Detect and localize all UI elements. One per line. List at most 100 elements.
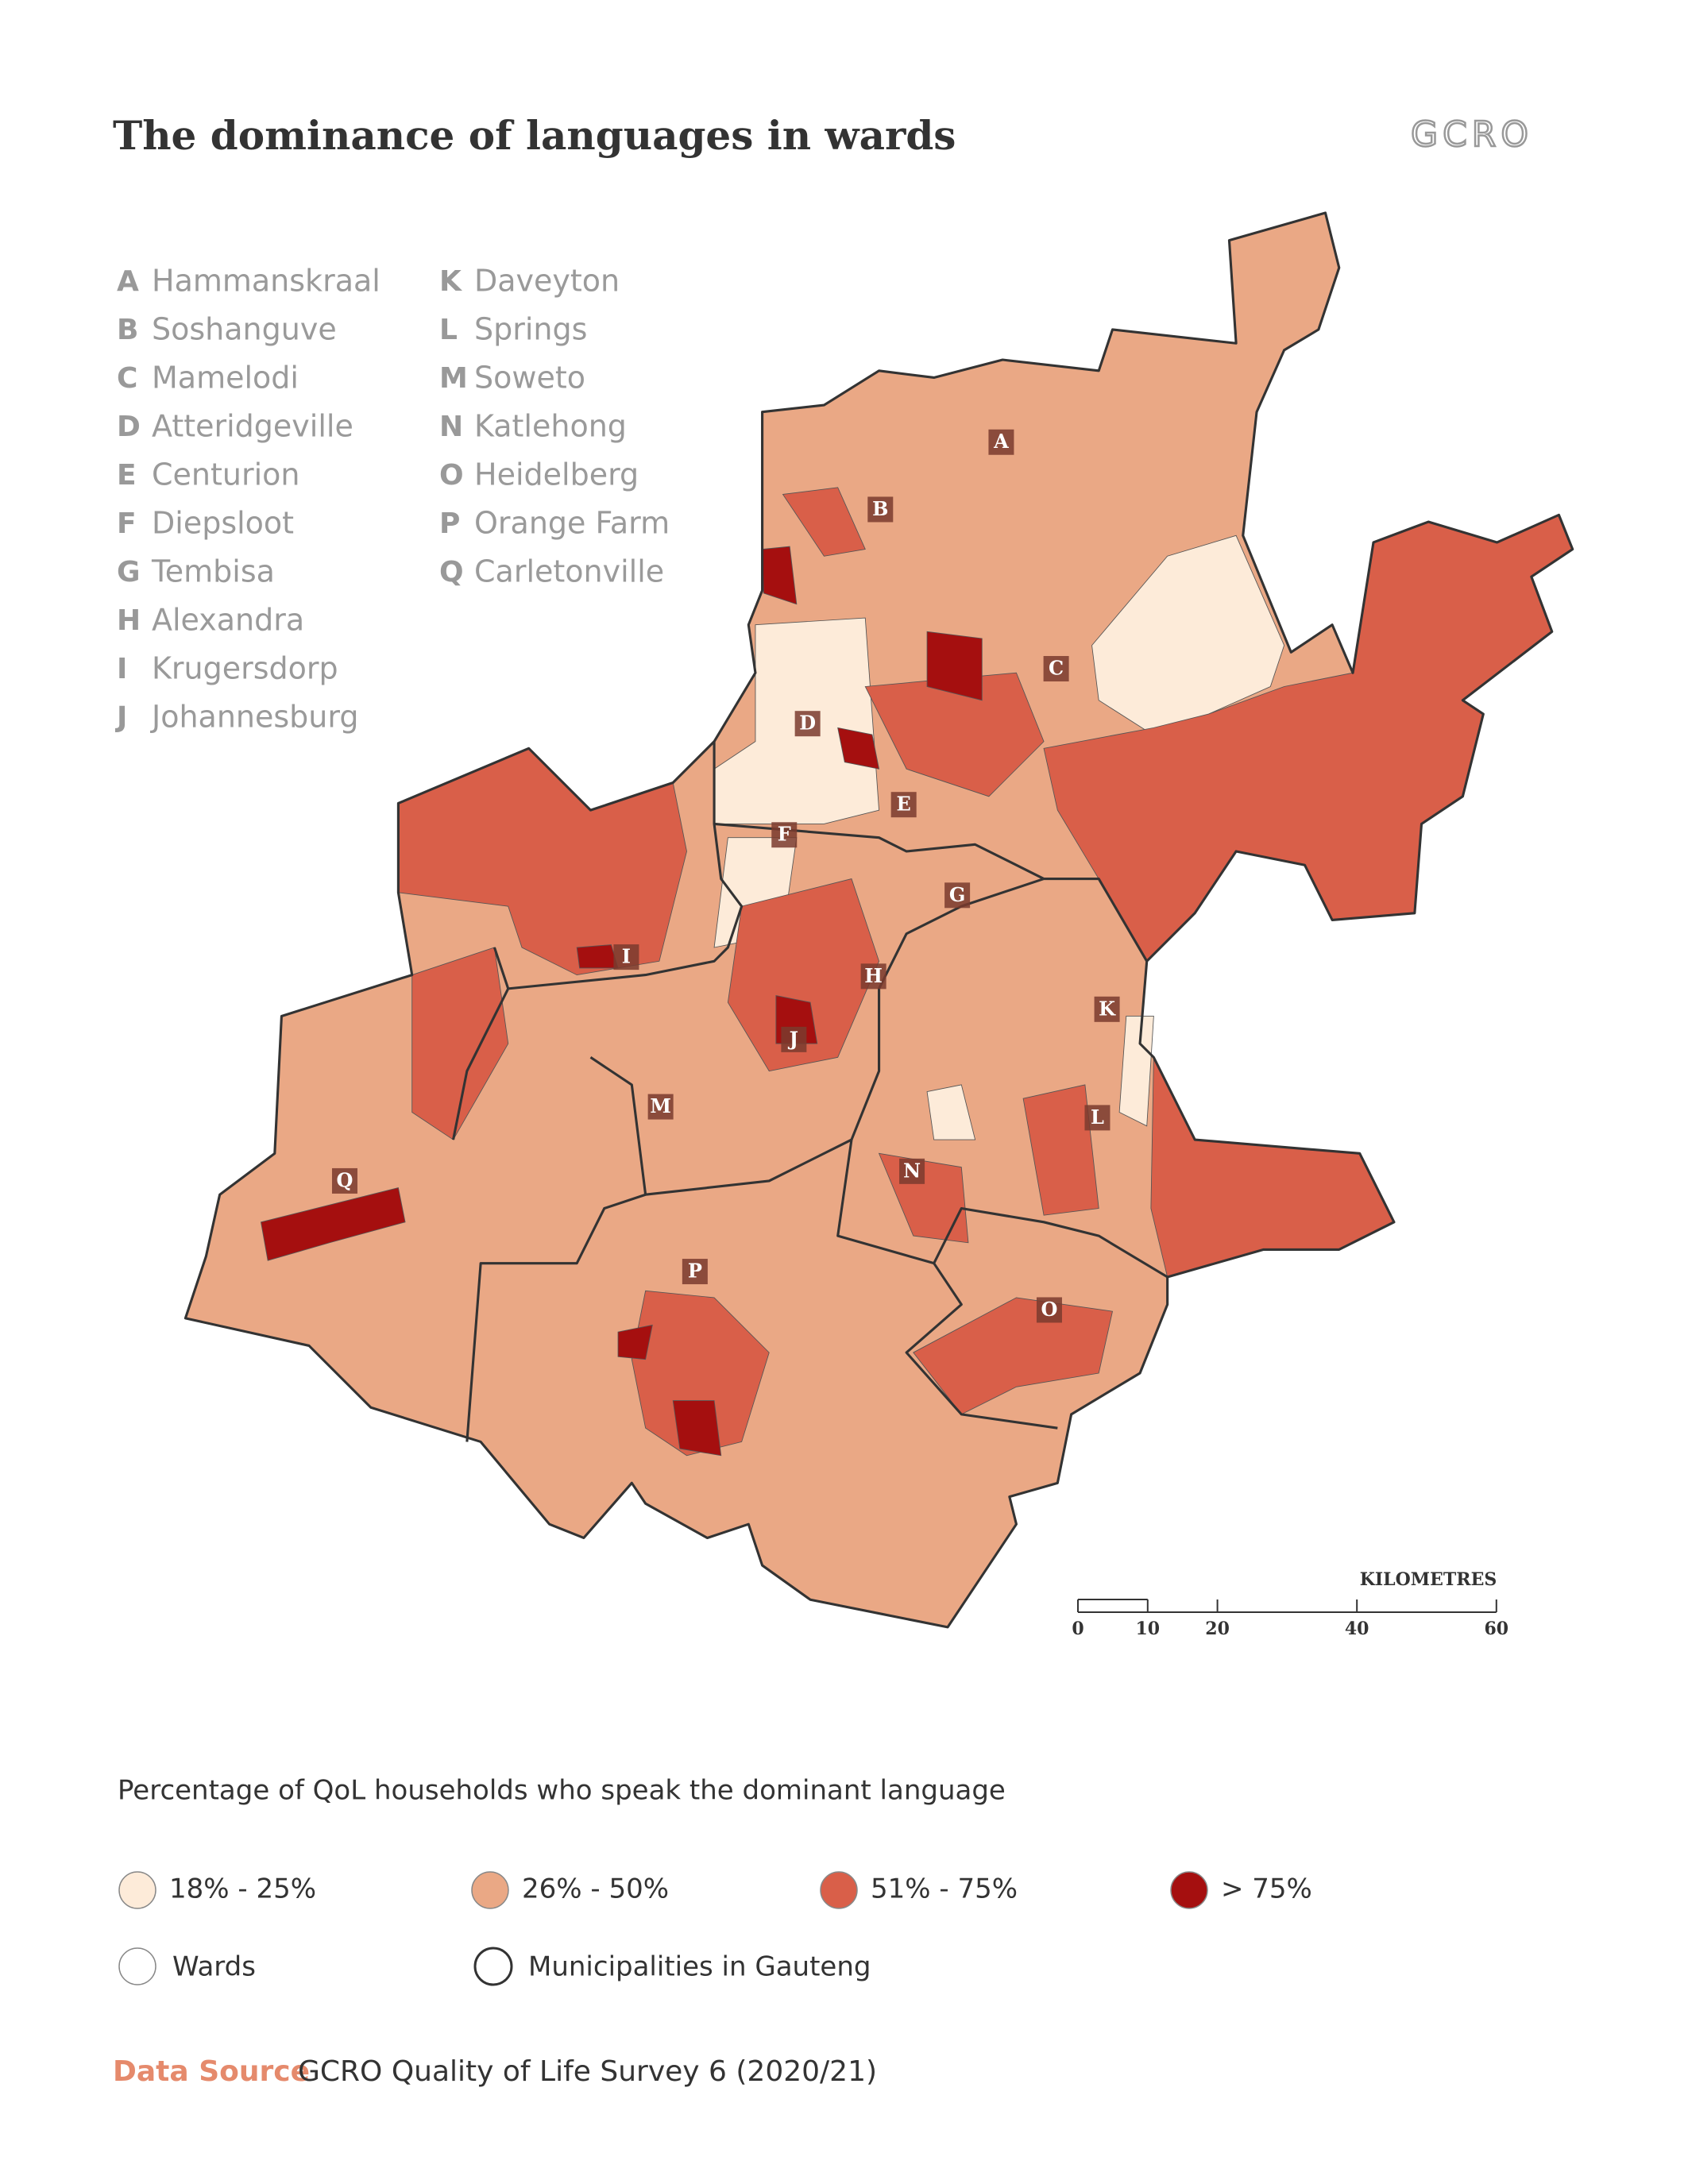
- place-name: Orange Farm: [474, 506, 670, 541]
- title: The dominance of languages in wards: [113, 112, 956, 159]
- map-label-box: [899, 1158, 925, 1184]
- map-label: E: [897, 793, 911, 816]
- region: [411, 947, 509, 1140]
- legend-swatch: [1170, 1871, 1208, 1909]
- place-name: Johannesburg: [150, 700, 358, 735]
- place-name: Katlehong: [474, 409, 627, 444]
- map-label: D: [799, 712, 816, 735]
- place-name: Springs: [474, 312, 587, 347]
- place-name: Centurion: [152, 457, 300, 492]
- legend: 18% - 25% 26% - 50% 51% - 75% > 75% Wards Mun…: [118, 1871, 1312, 1986]
- map-label: M: [650, 1094, 671, 1117]
- region: [1091, 534, 1285, 749]
- place-name: Tembisa: [151, 554, 275, 589]
- place-letter: F: [117, 507, 137, 540]
- region: [782, 487, 866, 557]
- municipal-boundary: [452, 741, 1168, 1442]
- region: [617, 1324, 653, 1360]
- scale-tick-label: 10: [1135, 1619, 1160, 1639]
- map-label-box: [771, 822, 798, 848]
- map-label-box: [647, 1094, 674, 1120]
- region: [1150, 1057, 1395, 1278]
- map-label: B: [872, 497, 888, 520]
- place-letter: E: [117, 459, 137, 492]
- place-letter: C: [117, 362, 137, 395]
- map-label: N: [903, 1159, 921, 1182]
- region: [576, 944, 619, 969]
- place-name: Hammanskraal: [152, 264, 380, 299]
- map-label-box: [1094, 996, 1120, 1022]
- place-name: Alexandra: [152, 603, 304, 638]
- map-label: K: [1099, 997, 1116, 1020]
- scale-tick-label: 20: [1205, 1619, 1230, 1639]
- scale-bar: KILOMETRES 0 10 20 40 60: [1072, 1569, 1508, 1639]
- legend-label: Municipalities in Gauteng: [528, 1951, 871, 1983]
- map-label-box: [988, 429, 1014, 455]
- map-label: P: [688, 1260, 702, 1283]
- map-label-box: [1043, 656, 1069, 682]
- map-label-box: [682, 1259, 708, 1285]
- map-label: H: [864, 964, 883, 987]
- legend-swatch: [118, 1947, 156, 1985]
- map-label: C: [1049, 657, 1064, 680]
- map-label-box: [867, 496, 894, 523]
- legend-swatch: [473, 1947, 513, 1986]
- place-name: Krugersdorp: [152, 651, 338, 686]
- region: [672, 1400, 722, 1457]
- map-label-box: [944, 882, 971, 909]
- place-name: Daveyton: [474, 264, 620, 299]
- region: [261, 1187, 406, 1261]
- map-label-box: [1036, 1297, 1062, 1323]
- place-letter: L: [439, 314, 458, 346]
- source-text: GCRO Quality of Life Survey 6 (2020/21): [298, 2055, 877, 2088]
- legend-label: 51% - 75%: [871, 1873, 1018, 1905]
- place-letter: P: [439, 507, 460, 540]
- legend-label: 26% - 50%: [522, 1873, 669, 1905]
- map-label: I: [622, 945, 631, 968]
- place-letter: H: [117, 604, 141, 637]
- legend-swatch: [471, 1871, 509, 1909]
- map-label: Q: [337, 1168, 353, 1191]
- map-label-box: [890, 792, 917, 818]
- place-letter: J: [114, 701, 127, 734]
- region: [926, 1084, 976, 1140]
- map-label: A: [993, 430, 1009, 453]
- legend-swatch: [820, 1871, 858, 1909]
- place-letter: D: [117, 411, 141, 443]
- legend-label: > 75%: [1221, 1873, 1312, 1905]
- map-label: J: [788, 1027, 798, 1050]
- region: [727, 878, 880, 1072]
- map-label-box: [331, 1167, 357, 1194]
- place-letter: B: [117, 314, 138, 346]
- map-label: G: [949, 883, 966, 906]
- map-label: F: [778, 823, 791, 846]
- region: [926, 631, 983, 701]
- scale-tick-label: 0: [1072, 1619, 1083, 1639]
- source-label: Data Source: [113, 2055, 310, 2088]
- place-letter: M: [439, 362, 468, 395]
- legend-label: 18% - 25%: [169, 1873, 316, 1905]
- place-letter: Q: [439, 556, 464, 588]
- map-label-box: [1084, 1105, 1111, 1131]
- map-label-box: [794, 711, 821, 737]
- logo: GCRO: [1411, 114, 1533, 155]
- place-name: Heidelberg: [474, 457, 639, 492]
- municipal-boundary: [183, 211, 1574, 1629]
- place-name: Atteridgeville: [152, 409, 353, 444]
- place-letter: A: [117, 265, 139, 298]
- place-letter: G: [117, 556, 141, 588]
- place-letter: O: [439, 459, 464, 492]
- legend-label: Wards: [172, 1951, 256, 1983]
- scale-tick-label: 40: [1345, 1619, 1369, 1639]
- place-name: Diepsloot: [152, 506, 294, 541]
- place-name: Carletonville: [474, 554, 664, 589]
- map-label-box: [781, 1026, 807, 1052]
- place-name: Soshanguve: [152, 312, 337, 347]
- scale-tick-label: 60: [1484, 1619, 1508, 1639]
- place-name: Soweto: [474, 361, 585, 396]
- legend-title: Percentage of QoL households who speak t…: [118, 1775, 1006, 1807]
- map: [183, 211, 1574, 1629]
- map-label-box: [860, 963, 886, 990]
